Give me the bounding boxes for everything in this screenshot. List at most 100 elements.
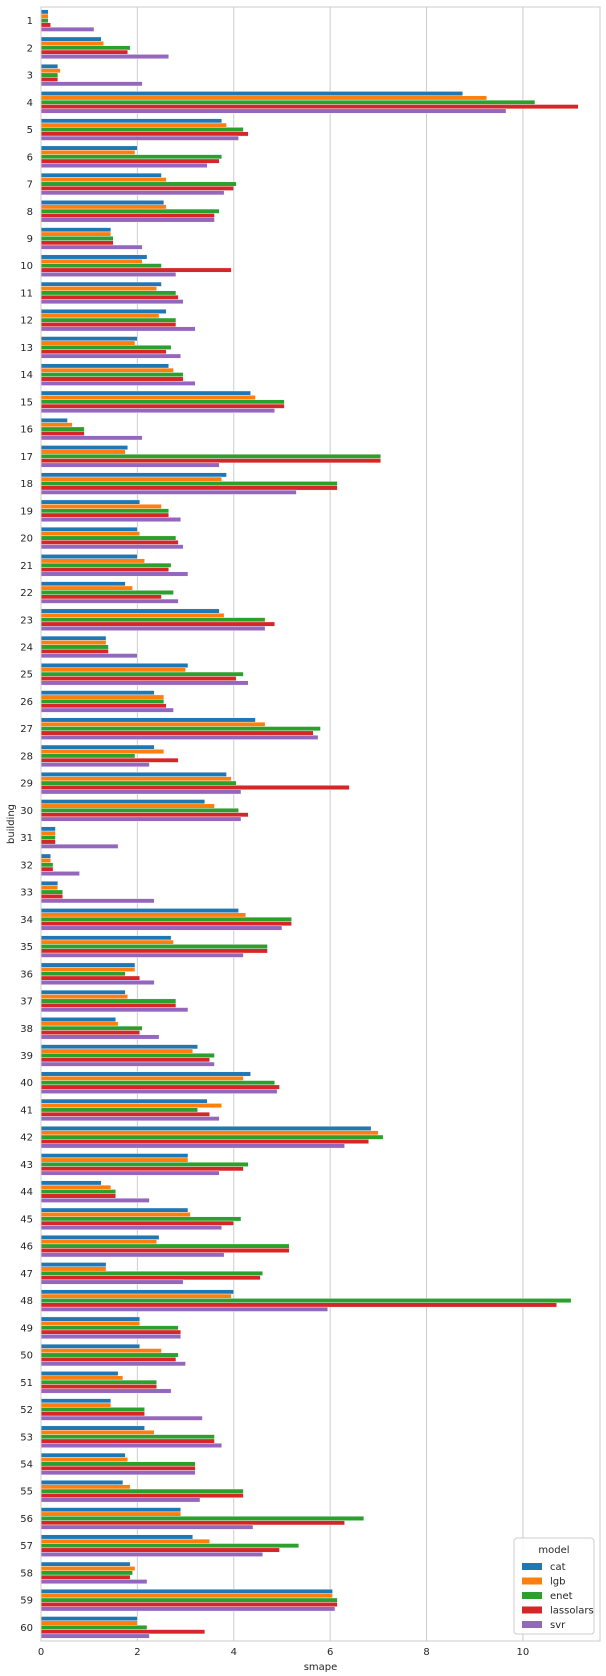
bar-enet-39 [40, 1053, 215, 1058]
plot-area [41, 7, 600, 1641]
bar-lassolars-46 [40, 1248, 290, 1253]
bar-lassolars-25 [40, 676, 237, 681]
bar-svr-9 [40, 244, 143, 250]
bar-enet-24 [40, 644, 109, 650]
bar-cat-30 [40, 799, 206, 805]
bar-enet-40 [40, 1080, 275, 1086]
bar-lgb-17 [40, 449, 126, 455]
y-tick-label: 21 [20, 561, 33, 572]
bar-svr-12 [40, 326, 196, 332]
bar-lgb-18 [40, 476, 222, 482]
bar-enet-5 [40, 127, 244, 132]
y-tick-label: 50 [20, 1351, 33, 1362]
bar-cat-32 [40, 853, 51, 859]
bar-svr-25 [40, 680, 249, 686]
y-tick-label: 13 [20, 343, 33, 354]
bar-lassolars-21 [40, 567, 169, 573]
y-tick-label: 20 [20, 534, 33, 545]
bar-enet-29 [40, 780, 237, 786]
bar-enet-52 [40, 1407, 145, 1412]
y-tick-label: 22 [20, 588, 33, 599]
y-tick-label: 5 [27, 125, 33, 136]
bar-lassolars-22 [40, 594, 162, 600]
bar-enet-21 [40, 562, 172, 568]
y-tick-label: 46 [20, 1242, 33, 1253]
bar-lassolars-30 [40, 812, 249, 818]
bar-lgb-30 [40, 803, 215, 809]
bar-lgb-21 [40, 558, 145, 564]
bar-svr-21 [40, 571, 189, 577]
bar-cat-52 [40, 1398, 112, 1404]
y-tick-label: 28 [20, 751, 33, 762]
bar-svr-36 [40, 980, 155, 985]
bar-lgb-57 [40, 1538, 210, 1544]
bar-enet-13 [40, 345, 172, 350]
bar-lgb-7 [40, 177, 167, 183]
bar-svr-8 [40, 217, 215, 223]
bar-lgb-35 [40, 939, 174, 945]
bar-enet-9 [40, 236, 114, 241]
legend-label-svr: svr [550, 1620, 566, 1631]
bar-cat-47 [40, 1262, 107, 1268]
bar-lassolars-45 [40, 1220, 234, 1226]
bar-lassolars-19 [40, 512, 169, 518]
bar-lassolars-27 [40, 730, 314, 736]
bar-lassolars-52 [40, 1411, 145, 1417]
bar-lassolars-17 [40, 458, 381, 464]
bar-lassolars-8 [40, 213, 215, 218]
bar-lassolars-56 [40, 1520, 345, 1526]
bar-svr-17 [40, 462, 220, 468]
y-axis-label: building [6, 804, 17, 844]
y-tick-label: 41 [20, 1105, 33, 1116]
bar-enet-46 [40, 1243, 290, 1249]
bar-cat-50 [40, 1343, 140, 1349]
y-tick-label: 25 [20, 670, 33, 681]
bar-lassolars-43 [40, 1166, 244, 1172]
bar-cat-7 [40, 172, 162, 178]
bar-cat-31 [40, 826, 56, 832]
bar-cat-16 [40, 418, 68, 423]
bar-enet-32 [40, 862, 54, 868]
y-tick-label: 56 [20, 1514, 33, 1525]
bar-lgb-28 [40, 749, 165, 754]
bar-cat-19 [40, 499, 140, 505]
bar-cat-57 [40, 1534, 193, 1540]
bar-enet-47 [40, 1270, 263, 1276]
bar-enet-31 [40, 835, 56, 840]
bar-svr-53 [40, 1443, 222, 1448]
bar-lgb-4 [40, 95, 487, 101]
bar-lgb-40 [40, 1075, 244, 1081]
bar-enet-8 [40, 208, 220, 214]
bar-svr-11 [40, 299, 184, 305]
legend-swatch-cat [522, 1563, 542, 1570]
bar-cat-15 [40, 390, 251, 396]
bar-lgb-39 [40, 1048, 193, 1054]
y-tick-label: 24 [20, 642, 33, 653]
bar-cat-17 [40, 445, 128, 451]
bar-svr-48 [40, 1306, 328, 1312]
y-tick-label: 57 [20, 1541, 33, 1552]
bar-lgb-43 [40, 1157, 189, 1163]
bar-enet-43 [40, 1162, 249, 1167]
bar-cat-60 [40, 1616, 138, 1622]
bar-enet-17 [40, 453, 381, 459]
y-tick-label: 42 [20, 1133, 33, 1144]
bar-svr-31 [40, 843, 119, 849]
bar-svr-54 [40, 1470, 196, 1476]
bar-enet-4 [40, 99, 536, 105]
bar-svr-15 [40, 408, 275, 413]
bar-cat-12 [40, 309, 167, 314]
y-tick-label: 47 [20, 1269, 33, 1280]
bar-cat-22 [40, 581, 126, 587]
bar-cat-38 [40, 1017, 116, 1022]
y-tick-label: 49 [20, 1323, 33, 1334]
bar-lassolars-54 [40, 1465, 196, 1471]
bar-lgb-51 [40, 1375, 124, 1381]
bar-lassolars-42 [40, 1139, 369, 1144]
bar-cat-37 [40, 989, 126, 995]
y-tick-label: 17 [20, 452, 33, 463]
bar-enet-11 [40, 290, 177, 296]
bar-svr-35 [40, 952, 244, 958]
bar-enet-3 [40, 72, 59, 78]
